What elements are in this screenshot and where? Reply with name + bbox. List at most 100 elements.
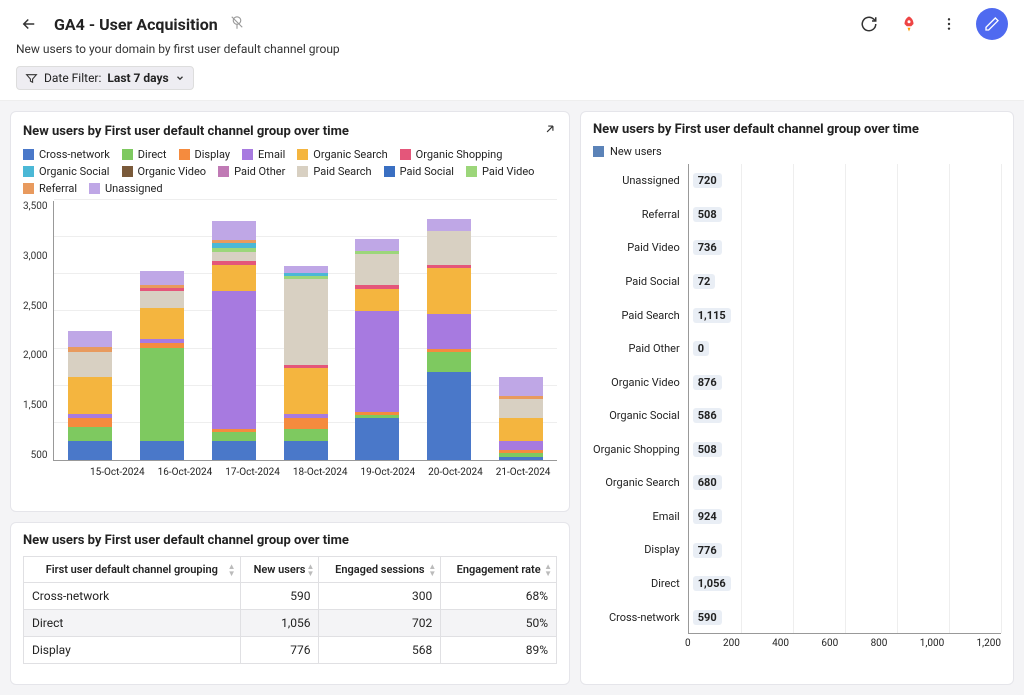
legend-label: Referral — [39, 182, 77, 195]
legend-item[interactable]: Referral — [23, 182, 77, 195]
table-header[interactable]: First user default channel grouping▲▼ — [24, 557, 241, 583]
legend-label: Paid Social — [400, 165, 454, 178]
legend-label: Organic Video — [138, 165, 207, 178]
legend-swatch — [297, 166, 308, 177]
hbar-label: Cross-network — [593, 611, 680, 624]
hbar-label: Display — [593, 543, 680, 556]
legend-label: Paid Search — [313, 165, 371, 178]
legend-swatch — [179, 149, 190, 160]
bar-column[interactable] — [212, 221, 256, 460]
hbar-plot: 720 508 736 72 1,115 0 876 586 508 680 924 776 1,056… — [688, 164, 1001, 634]
hbar-label: Organic Search — [593, 476, 680, 489]
y-axis: 3,5003,0002,5002,0001,500500 — [23, 201, 53, 461]
hbar-legend: New users — [593, 145, 1001, 158]
refresh-button[interactable] — [856, 11, 882, 37]
legend-item[interactable]: Paid Social — [384, 165, 454, 178]
hbar-row[interactable]: 924 — [689, 507, 722, 527]
legend-swatch — [23, 166, 34, 177]
legend-label: Unassigned — [105, 182, 163, 195]
hbar-row[interactable]: 72 — [689, 272, 716, 292]
hbar-row[interactable]: 590 — [689, 607, 722, 627]
hbar-row[interactable]: 1,056 — [689, 574, 731, 594]
legend-swatch — [242, 149, 253, 160]
more-menu-button[interactable] — [936, 11, 962, 37]
hbar-chart-card: New users by First user default channel … — [580, 111, 1014, 685]
hbar-row[interactable]: 508 — [689, 439, 722, 459]
hbar-row[interactable]: 586 — [689, 406, 722, 426]
stacked-chart-title: New users by First user default channel … — [23, 124, 349, 139]
legend-item[interactable]: Direct — [122, 148, 167, 161]
legend-label: Direct — [138, 148, 167, 161]
legend-item[interactable]: Paid Search — [297, 165, 371, 178]
hbar-label: Direct — [593, 577, 680, 590]
x-axis-labels: 15-Oct-202416-Oct-202417-Oct-202418-Oct-… — [83, 467, 557, 478]
legend-label: Organic Shopping — [416, 148, 503, 161]
legend-swatch — [297, 149, 308, 160]
legend-label: Email — [258, 148, 285, 161]
filter-value: Last 7 days — [107, 71, 168, 85]
hbar-row[interactable]: 1,115 — [689, 305, 731, 325]
legend-swatch — [23, 149, 34, 160]
date-filter-chip[interactable]: Date Filter: Last 7 days — [16, 66, 194, 90]
hbar-row[interactable]: 736 — [689, 238, 722, 258]
bar-column[interactable] — [499, 377, 543, 460]
table-header[interactable]: New users▲▼ — [240, 557, 319, 583]
legend-swatch — [89, 183, 100, 194]
legend-swatch — [384, 166, 395, 177]
data-table: First user default channel grouping▲▼New… — [23, 556, 557, 664]
legend-swatch — [122, 166, 133, 177]
edit-button[interactable] — [976, 8, 1008, 40]
back-button[interactable] — [16, 11, 42, 37]
page-header: GA4 - User Acquisition New users to your… — [0, 0, 1024, 101]
hbar-label: Paid Other — [593, 342, 680, 355]
table-title: New users by First user default channel … — [23, 533, 349, 548]
hbar-label: Organic Social — [593, 409, 680, 422]
table-header[interactable]: Engaged sessions▲▼ — [319, 557, 441, 583]
hbar-row[interactable]: 720 — [689, 171, 722, 191]
hbar-labels: UnassignedReferralPaid VideoPaid SocialP… — [593, 164, 688, 634]
hbar-label: Unassigned — [593, 174, 680, 187]
hbar-label: Email — [593, 510, 680, 523]
legend-item[interactable]: Organic Search — [297, 148, 387, 161]
legend-label: Cross-network — [39, 148, 110, 161]
legend-item[interactable]: Organic Social — [23, 165, 110, 178]
hbar-chart-title: New users by First user default channel … — [593, 122, 919, 137]
table-card: New users by First user default channel … — [10, 522, 570, 685]
hbar-row[interactable]: 0 — [689, 339, 709, 359]
table-row[interactable]: Cross-network59030068% — [24, 583, 557, 610]
hbar-label: Organic Shopping — [593, 443, 680, 456]
rocket-icon[interactable] — [896, 11, 922, 37]
legend-swatch — [593, 146, 604, 157]
bar-column[interactable] — [284, 266, 328, 460]
hbar-label: Paid Social — [593, 275, 680, 288]
legend-item[interactable]: Organic Shopping — [400, 148, 503, 161]
table-header[interactable]: Engagement rate▲▼ — [441, 557, 557, 583]
plot-area — [53, 201, 557, 461]
expand-button[interactable] — [543, 122, 557, 140]
legend-item[interactable]: Display — [179, 148, 231, 161]
legend-item[interactable]: Paid Video — [466, 165, 534, 178]
bar-column[interactable] — [427, 219, 471, 460]
bar-column[interactable] — [68, 331, 112, 460]
hbar-row[interactable]: 508 — [689, 204, 722, 224]
hbar-label: Referral — [593, 208, 680, 221]
hbar-row[interactable]: 680 — [689, 473, 722, 493]
legend-swatch — [466, 166, 477, 177]
legend-item[interactable]: Organic Video — [122, 165, 207, 178]
bar-column[interactable] — [140, 271, 184, 460]
hbar-x-axis: 02004006008001,0001,200 — [593, 638, 1001, 649]
hbar-row[interactable]: 776 — [689, 540, 722, 560]
table-row[interactable]: Display77656889% — [24, 637, 557, 664]
pin-icon[interactable] — [228, 13, 246, 35]
legend-item[interactable]: Cross-network — [23, 148, 110, 161]
hbar-label: Organic Video — [593, 376, 680, 389]
legend-item[interactable]: Unassigned — [89, 182, 163, 195]
legend-item[interactable]: Email — [242, 148, 285, 161]
table-row[interactable]: Direct1,05670250% — [24, 610, 557, 637]
legend-item[interactable]: Paid Other — [218, 165, 285, 178]
bar-column[interactable] — [355, 239, 399, 460]
legend-swatch — [122, 149, 133, 160]
chart-legend: Cross-network Direct Display Email Organic S… — [23, 148, 557, 195]
filter-icon — [25, 72, 38, 85]
hbar-row[interactable]: 876 — [689, 372, 722, 392]
